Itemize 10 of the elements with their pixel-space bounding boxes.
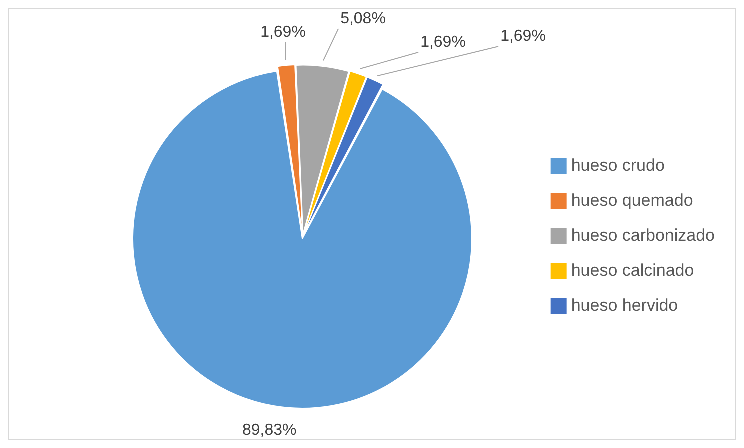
data-label: 89,83% (242, 422, 297, 440)
legend-label: hueso carbonizado (571, 226, 716, 246)
data-label: 1,69% (500, 28, 546, 46)
data-label: 1,69% (420, 34, 466, 51)
legend-label: hueso calcinado (571, 261, 694, 280)
legend-label: hueso quemado (571, 191, 694, 210)
data-label: 5,08% (340, 10, 386, 28)
data-label: 1,69% (260, 24, 306, 41)
legend-label: hueso crudo (571, 156, 665, 176)
legend-label: hueso hervido (571, 296, 678, 316)
